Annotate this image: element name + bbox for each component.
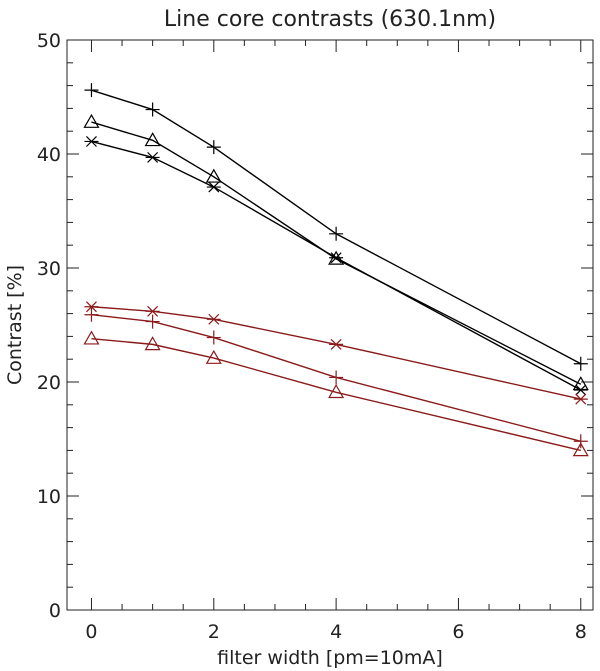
- series-line: [91, 121, 582, 385]
- data-point-triangle: [144, 132, 161, 147]
- series-layer: [83, 83, 589, 457]
- axes: 0 2 4 6 8 0 10 20 30 40 50: [37, 30, 593, 643]
- x-tick-label: 6: [452, 621, 464, 643]
- data-point-plus: [145, 314, 160, 329]
- y-axis-label: Contrast [%]: [4, 265, 26, 385]
- data-point-plus: [84, 307, 99, 322]
- data-point-asterisk: [206, 313, 221, 325]
- data-point-plus: [145, 102, 160, 117]
- plot-frame: [66, 39, 594, 611]
- data-point-asterisk: [329, 338, 344, 350]
- series-6: [83, 330, 589, 457]
- data-point-asterisk: [573, 393, 588, 405]
- x-tick-label: 8: [575, 621, 587, 643]
- data-point-asterisk: [145, 151, 160, 163]
- series-2: [83, 113, 589, 391]
- series-4: [84, 301, 588, 405]
- data-point-triangle: [144, 336, 161, 351]
- chart-title: Line core contrasts (630.1nm): [164, 7, 496, 32]
- data-point-plus: [573, 434, 588, 449]
- data-point-asterisk: [145, 305, 160, 317]
- series-5: [84, 307, 588, 449]
- y-tick-label: 10: [37, 486, 61, 508]
- data-point-triangle: [572, 442, 589, 457]
- y-tick-label: 30: [37, 258, 61, 280]
- data-point-triangle: [205, 168, 222, 183]
- series-line: [91, 337, 581, 452]
- data-point-triangle: [83, 330, 100, 345]
- data-point-plus: [573, 356, 588, 371]
- data-point-triangle: [83, 113, 100, 128]
- data-point-triangle: [205, 349, 222, 364]
- data-point-asterisk: [84, 301, 99, 313]
- series-line: [91, 140, 582, 391]
- data-point-plus: [84, 83, 99, 98]
- series-1: [84, 83, 588, 371]
- x-axis-label: filter width [pm=10mA]: [217, 647, 443, 669]
- data-point-plus: [206, 140, 221, 155]
- data-point-plus: [329, 370, 344, 385]
- data-point-asterisk: [329, 252, 344, 264]
- series-3: [84, 135, 588, 396]
- y-tick-label: 40: [37, 144, 61, 166]
- data-point-plus: [329, 226, 344, 241]
- data-point-asterisk: [206, 181, 221, 193]
- data-point-asterisk: [84, 135, 99, 147]
- data-point-plus: [206, 330, 221, 345]
- data-point-triangle: [328, 384, 345, 399]
- y-tick-label: 50: [37, 30, 61, 52]
- y-tick-label: 20: [37, 372, 61, 394]
- x-tick-label: 2: [208, 621, 220, 643]
- data-point-asterisk: [573, 384, 588, 396]
- x-tick-label: 0: [85, 621, 97, 643]
- y-tick-label: 0: [49, 600, 61, 622]
- x-tick-label: 4: [330, 621, 342, 643]
